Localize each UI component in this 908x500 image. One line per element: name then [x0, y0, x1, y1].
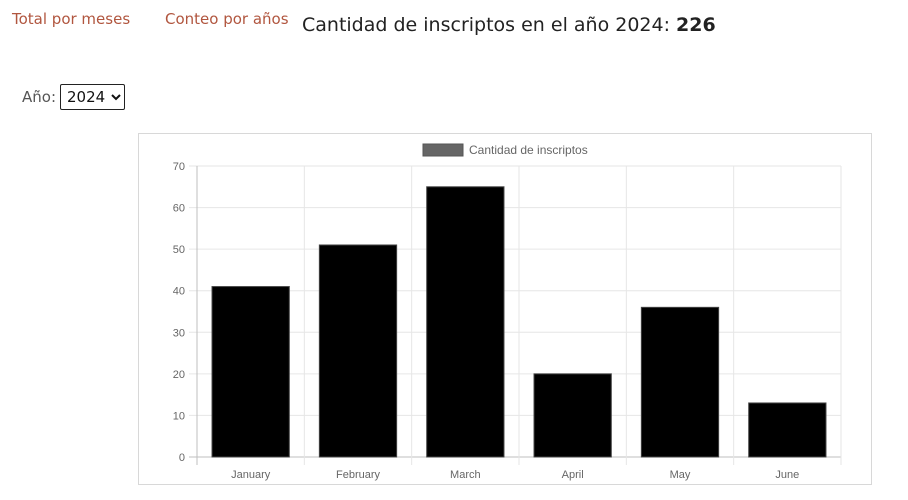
chart-legend: Cantidad de inscriptos [422, 143, 588, 157]
page-title: Cantidad de inscriptos en el año 2024: 2… [302, 14, 716, 36]
year-filter: Año: 2024 [22, 84, 125, 110]
y-tick-label: 50 [173, 244, 185, 256]
legend-swatch[interactable] [422, 143, 464, 157]
nav-link-monthly-total[interactable]: Total por meses [12, 10, 131, 28]
year-select[interactable]: 2024 [60, 84, 125, 110]
y-tick-label: 60 [173, 203, 185, 215]
x-tick-label: January [231, 469, 271, 481]
bar-march[interactable] [426, 186, 505, 458]
bar-chart: Cantidad de inscriptos 0 10 20 30 40 50 60 70 Jan… [173, 143, 842, 481]
bar-april[interactable] [533, 373, 612, 458]
x-tick-label: May [670, 469, 691, 481]
y-tick-label: 10 [173, 410, 185, 422]
x-tick-label: June [775, 469, 799, 481]
x-tick-label: April [562, 469, 584, 481]
bar-june[interactable] [748, 402, 827, 458]
x-tick-label: February [336, 469, 381, 481]
legend-label[interactable]: Cantidad de inscriptos [469, 143, 588, 157]
nav-link-yearly-count[interactable]: Conteo por años [165, 10, 289, 28]
y-tick-label: 40 [173, 286, 185, 298]
bar-february[interactable] [318, 244, 398, 458]
year-label: Año: [22, 88, 56, 106]
y-tick-label: 20 [173, 369, 185, 381]
bar-january[interactable] [211, 286, 290, 458]
y-tick-label: 70 [173, 161, 185, 173]
title-prefix: Cantidad de inscriptos en el año 2024: [302, 14, 670, 36]
y-tick-label: 0 [179, 452, 185, 464]
total-count: 226 [676, 14, 716, 36]
chart-container: Cantidad de inscriptos 0 10 20 30 40 50 60 70 Jan… [138, 133, 872, 485]
y-tick-label: 30 [173, 327, 185, 339]
bar-may[interactable] [640, 306, 720, 458]
x-tick-label: March [450, 469, 481, 481]
